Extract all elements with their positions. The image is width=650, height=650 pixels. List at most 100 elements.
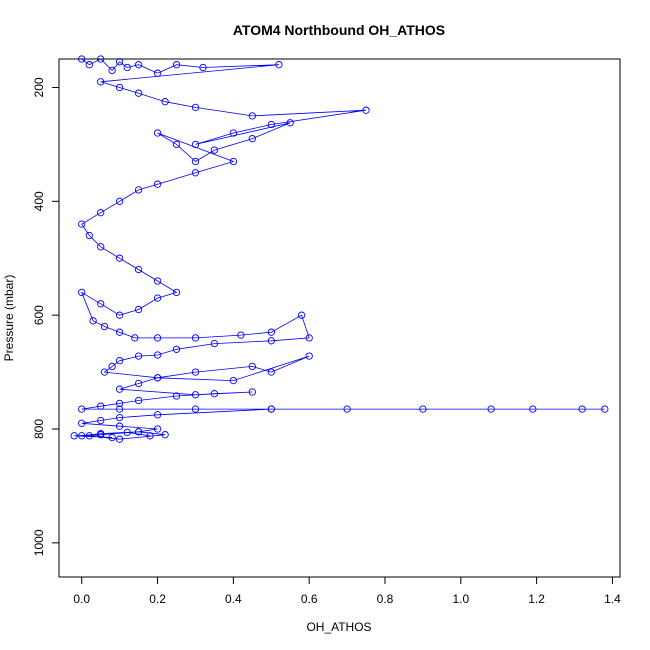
data-point [191, 334, 200, 342]
y-tick-label: 1000 [32, 529, 46, 556]
data-point [134, 61, 143, 69]
data-point [78, 55, 86, 63]
data-point [97, 243, 105, 251]
data-point [229, 157, 238, 166]
x-tick-label: 1.0 [452, 592, 469, 606]
data-point [134, 352, 143, 360]
data-point [115, 328, 124, 336]
data-point [78, 220, 86, 228]
data-point [248, 388, 256, 396]
data-layer [70, 55, 609, 443]
data-point [172, 61, 181, 69]
chart-title: ATOM4 Northbound OH_ATHOS [233, 22, 445, 38]
data-point [267, 120, 275, 129]
data-point [97, 402, 105, 410]
data-point [153, 411, 162, 419]
data-point [115, 197, 124, 205]
data-point [286, 119, 294, 127]
data-point [191, 405, 200, 413]
data-point [115, 357, 124, 365]
y-tick-label: 400 [32, 191, 46, 211]
data-point [146, 432, 154, 440]
data-point [134, 428, 143, 436]
data-point [362, 106, 370, 114]
y-axis-label: Pressure (mbar) [2, 275, 16, 362]
data-point [134, 305, 143, 314]
data-point [248, 362, 256, 371]
data-point [108, 433, 116, 442]
x-tick-label: 1.2 [528, 592, 545, 606]
data-point [100, 368, 109, 376]
data-point [115, 422, 124, 430]
data-point [601, 405, 609, 413]
data-point [115, 435, 124, 443]
data-point [153, 180, 162, 188]
data-point [108, 362, 116, 371]
data-point [97, 416, 105, 425]
data-point [85, 231, 93, 240]
data-point [199, 63, 207, 72]
data-point [172, 392, 181, 400]
data-point [115, 413, 124, 422]
data-point [97, 300, 105, 308]
x-tick-label: 0.8 [377, 592, 394, 606]
x-tick-label: 0.0 [73, 592, 90, 606]
y-tick-label: 800 [32, 419, 46, 439]
data-point [85, 61, 93, 69]
data-point [134, 396, 143, 405]
x-tick-label: 1.4 [604, 592, 621, 606]
data-point [153, 294, 162, 302]
data-point [115, 58, 124, 66]
data-point [172, 288, 181, 297]
data-point [134, 379, 143, 388]
data-point [161, 98, 169, 106]
data-point [78, 405, 86, 413]
data-point [248, 112, 256, 120]
data-point [229, 129, 238, 137]
data-point [419, 405, 427, 413]
data-point [153, 351, 162, 359]
data-point [115, 254, 124, 262]
data-point [248, 135, 256, 143]
data-point [115, 405, 124, 413]
y-tick-label: 600 [32, 305, 46, 325]
data-point [297, 311, 306, 319]
data-point [78, 288, 86, 297]
data-point [97, 78, 105, 86]
data-point [131, 334, 139, 342]
data-point [108, 66, 116, 75]
data-point [85, 432, 93, 440]
data-point [115, 83, 124, 92]
data-point [115, 399, 124, 408]
data-point [153, 69, 162, 77]
data-point [267, 368, 275, 376]
data-point [305, 334, 313, 342]
x-tick-label: 0.4 [225, 592, 242, 606]
data-point [191, 391, 200, 399]
data-point [305, 352, 313, 360]
data-point [134, 265, 143, 274]
data-point [191, 169, 200, 177]
data-point [100, 322, 109, 331]
data-point [78, 432, 86, 440]
data-point [153, 129, 162, 137]
data-point [343, 405, 351, 413]
data-point [123, 63, 131, 72]
data-point [229, 376, 238, 385]
data-point [153, 425, 162, 433]
data-point [123, 428, 131, 437]
data-point [237, 331, 245, 339]
data-point [191, 140, 200, 149]
data-point [97, 55, 105, 63]
x-tick-label: 0.6 [301, 592, 318, 606]
data-point [267, 405, 275, 413]
data-point [267, 337, 275, 345]
data-point [210, 339, 219, 348]
y-tick-label: 200 [32, 77, 46, 97]
data-point [153, 277, 162, 285]
data-point [134, 186, 143, 194]
data-point [70, 432, 78, 440]
data-point [172, 140, 181, 149]
data-point [210, 146, 219, 154]
